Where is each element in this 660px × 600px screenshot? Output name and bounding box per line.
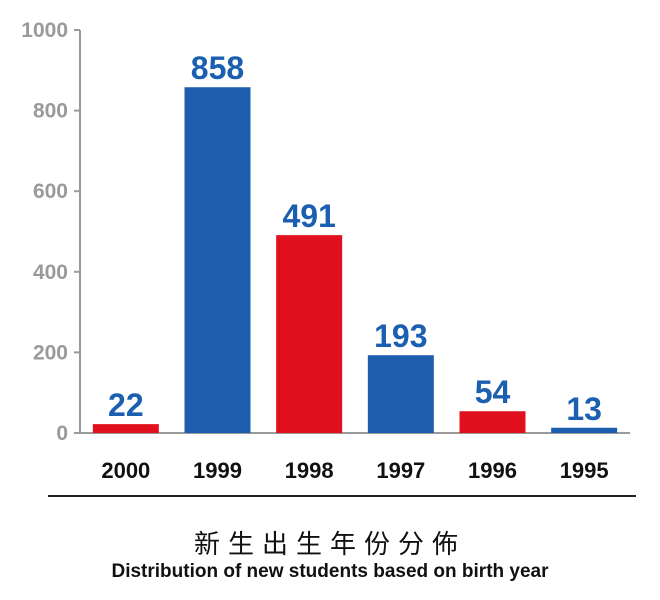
chart-svg: 0 200 400 600 800 1000 22 2000 858 1999 491 1998 193… (21, 19, 636, 497)
y-tick-label: 800 (33, 100, 68, 123)
data-label-1998: 491 (282, 198, 335, 234)
y-tick-label: 0 (56, 422, 68, 445)
y-tick-label: 1000 (21, 19, 68, 42)
y-tick-label: 200 (33, 341, 68, 364)
x-tick-label-2000: 2000 (101, 458, 150, 483)
data-label-1995: 13 (566, 391, 602, 427)
bar-1998 (276, 235, 343, 433)
x-tick-label-1997: 1997 (376, 458, 425, 483)
y-tick-label: 600 (33, 180, 68, 203)
x-tick-label-1995: 1995 (560, 458, 609, 483)
bar-1999 (184, 87, 251, 433)
x-tick-label-1996: 1996 (468, 458, 517, 483)
bar-1997 (367, 355, 434, 433)
chart-subtitle: Distribution of new students based on bi… (111, 561, 549, 582)
data-label-1996: 54 (475, 374, 511, 410)
x-tick-label-1998: 1998 (285, 458, 334, 483)
bar-2000 (92, 424, 159, 433)
chart-title: 新生出生年份分佈 (193, 530, 466, 560)
data-label-1999: 858 (191, 50, 244, 86)
x-tick-label-1999: 1999 (193, 458, 242, 483)
data-label-2000: 22 (108, 387, 144, 423)
bar-1995 (551, 427, 618, 433)
bar-1996 (459, 411, 526, 433)
y-tick-label: 400 (33, 261, 68, 284)
data-label-1997: 193 (374, 318, 427, 354)
